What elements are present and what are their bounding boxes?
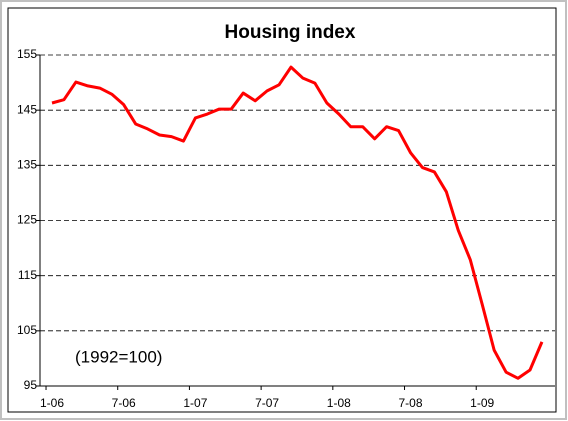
y-tick-label: 105 [17, 323, 37, 337]
y-tick-label: 145 [17, 102, 37, 116]
chart-border [7, 7, 557, 413]
annotation: (1992=100) [75, 347, 162, 366]
y-tick-label: 125 [17, 213, 37, 227]
x-tick-label: 1-06 [40, 396, 64, 410]
chart-title: Housing index [225, 22, 356, 43]
x-tick-label: 1-08 [327, 396, 351, 410]
y-tick-label: 135 [17, 158, 37, 172]
data-line [51, 65, 544, 380]
x-tick-label: 7-08 [398, 396, 422, 410]
y-tick-label: 155 [17, 47, 37, 61]
x-tick-label: 7-06 [112, 396, 136, 410]
x-tick-label: 7-07 [255, 396, 279, 410]
y-tick-label: 115 [18, 268, 37, 282]
x-tick-label: 1-09 [470, 396, 494, 410]
x-tick-label: 1-07 [183, 396, 207, 410]
y-tick-label: 95 [24, 378, 38, 392]
